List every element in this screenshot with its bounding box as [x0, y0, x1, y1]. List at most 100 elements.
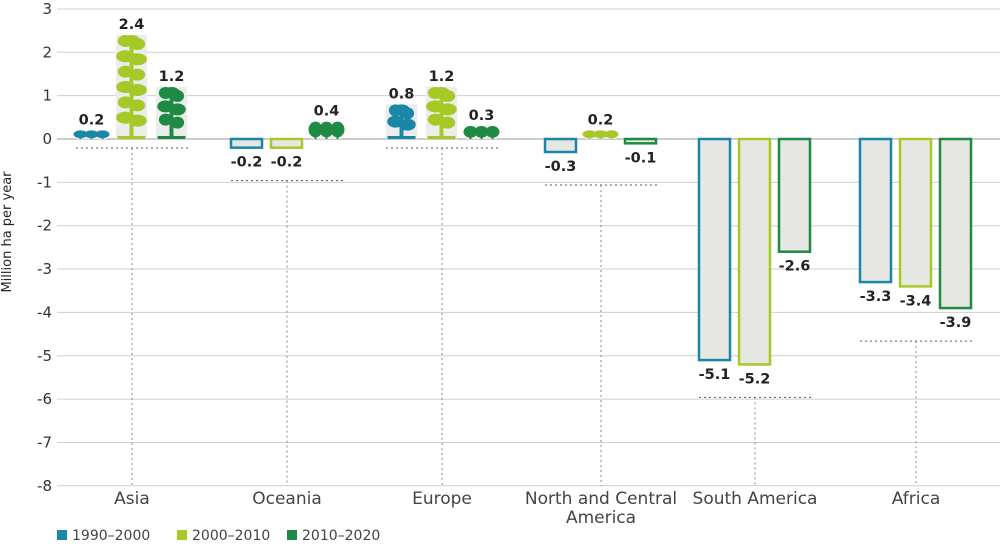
tree-icon	[73, 130, 110, 139]
bar-2010–2020-North and Central America	[623, 137, 658, 145]
legend-swatch	[57, 530, 67, 540]
data-label: -5.2	[739, 371, 771, 387]
tree-icon	[308, 121, 345, 139]
shrub-crown	[474, 125, 489, 138]
bar-1990–2000-South America	[697, 137, 732, 362]
data-label: 0.2	[79, 112, 105, 128]
category-label: Africa	[892, 489, 941, 509]
y-tick-label: -1	[37, 173, 52, 191]
shrub-crown	[604, 130, 619, 139]
y-axis-ticks: 3 2 1 0 -1 -2 -3 -4 -5 -6 -7 -8	[37, 0, 52, 495]
legend-swatch	[177, 530, 187, 540]
category-label: South America	[693, 489, 818, 509]
data-label: -2.6	[779, 259, 811, 275]
bar-1990–2000-Africa	[858, 137, 893, 284]
data-label: -3.9	[940, 315, 972, 331]
category-label: Europe	[412, 489, 472, 509]
tree-crown	[117, 96, 134, 109]
shrub-trunk	[610, 134, 613, 139]
shrub-crown	[73, 130, 88, 139]
data-label: -5.1	[699, 367, 731, 383]
shrub-crown	[582, 130, 597, 139]
group-guides	[76, 147, 972, 486]
tree-crown	[170, 116, 185, 129]
tree-crown	[129, 68, 146, 81]
tree-crown	[163, 86, 180, 97]
tree-icon	[426, 86, 457, 139]
tree-icon	[116, 34, 147, 139]
data-label: 1.2	[429, 69, 455, 85]
bar-2010–2020-Africa	[938, 137, 973, 310]
shrub-crown	[319, 121, 334, 138]
shrub-crown	[84, 130, 99, 139]
bars	[73, 34, 973, 366]
shrub-trunk	[480, 132, 483, 139]
y-tick-label: -7	[37, 433, 52, 451]
shrub-trunk	[325, 130, 328, 139]
bar-2010–2020-South America	[777, 137, 812, 253]
y-tick-label: -2	[37, 217, 52, 235]
tree-base	[387, 136, 416, 139]
tree-crown	[439, 116, 456, 129]
gridlines	[57, 8, 1000, 487]
tree-trunk	[169, 90, 174, 139]
tree-base	[117, 136, 146, 139]
category-label: North and Central	[525, 489, 677, 509]
tree-crown	[128, 83, 147, 96]
tree-crown	[123, 34, 140, 45]
legend-label: 2010–2020	[302, 528, 380, 544]
data-label: 0.3	[469, 108, 495, 124]
shrub-crown	[308, 121, 323, 138]
category-label: Asia	[114, 489, 150, 509]
shrub-crown	[485, 125, 500, 138]
bar-1990–2000-Oceania	[229, 137, 264, 149]
shrub-trunk	[599, 134, 602, 139]
tree-icon	[463, 125, 500, 139]
tree-crown	[427, 113, 444, 126]
tree-crown	[128, 114, 147, 127]
shrub-crown	[593, 130, 608, 139]
tree-trunk	[439, 90, 444, 139]
tree-crown	[438, 103, 457, 116]
shrub-crown	[463, 125, 478, 138]
data-label: 0.2	[588, 112, 614, 128]
shrub-crown	[95, 130, 110, 139]
y-tick-label: 0	[42, 130, 52, 148]
tree-icon	[387, 104, 416, 139]
bar-2000–2010-Oceania	[269, 137, 304, 149]
legend: 1990–2000 2000–2010 2010–2020	[57, 528, 380, 544]
shrub-trunk	[79, 134, 82, 139]
data-label: -0.3	[545, 159, 577, 175]
data-label: 0.4	[314, 104, 340, 120]
shrub-trunk	[101, 134, 104, 139]
legend-swatch	[287, 530, 297, 540]
shrub-trunk	[491, 132, 494, 139]
category-label: Oceania	[252, 489, 322, 509]
bar-2000–2010-Africa	[898, 137, 933, 288]
shrub-trunk	[588, 134, 591, 139]
y-tick-label: 2	[42, 43, 52, 61]
shrub-crown	[330, 121, 345, 138]
y-tick-label: -8	[37, 477, 52, 495]
data-label: -0.1	[625, 150, 657, 166]
tree-base	[427, 136, 456, 139]
data-label: -3.4	[900, 293, 932, 309]
legend-label: 1990–2000	[72, 528, 150, 544]
legend-label: 2000–2010	[192, 528, 270, 544]
y-tick-label: 3	[42, 0, 52, 18]
shrub-trunk	[90, 134, 93, 139]
bar-2000–2010-South America	[737, 137, 772, 366]
data-label: 1.2	[159, 69, 185, 85]
shrub-trunk	[336, 130, 339, 139]
y-tick-label: -5	[37, 347, 52, 365]
y-tick-label: -3	[37, 260, 52, 278]
shrub-trunk	[314, 130, 317, 139]
tree-icon	[157, 86, 186, 139]
data-label: -0.2	[231, 155, 263, 171]
y-axis-label: Million ha per year	[0, 171, 15, 293]
tree-crown	[433, 86, 450, 97]
data-label: -0.2	[271, 155, 303, 171]
y-tick-label: 1	[42, 87, 52, 105]
category-label: America	[566, 508, 636, 528]
tree-icon	[582, 130, 619, 139]
